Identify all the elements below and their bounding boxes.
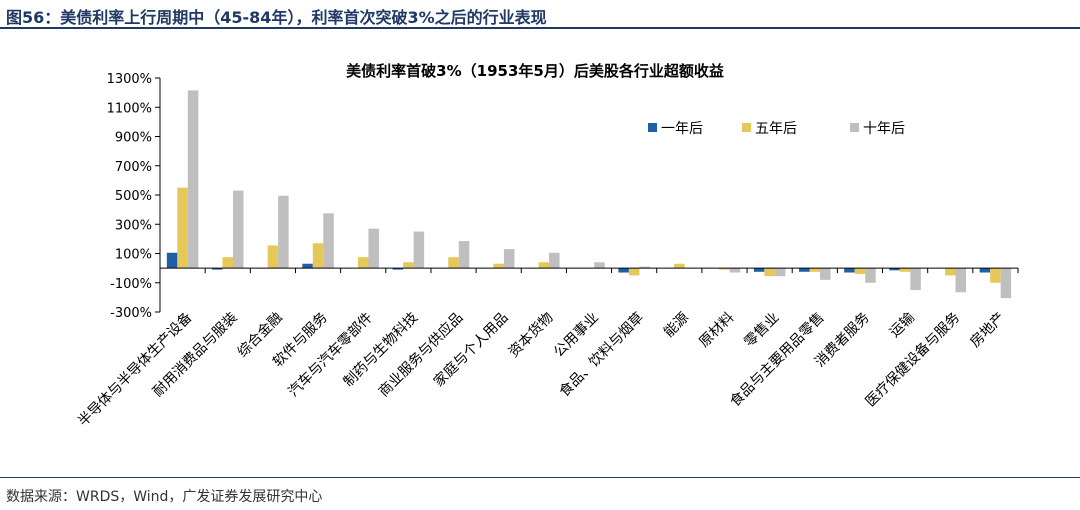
bar-one-year xyxy=(302,263,313,269)
x-axis: 半导体与半导体生产设备耐用消费品与服装综合金融软件与服务汽车与汽车零部件制药与生… xyxy=(74,267,1019,430)
y-tick-label: 1300% xyxy=(107,72,152,87)
bar-ten-year xyxy=(955,268,967,293)
bar-one-year xyxy=(392,268,404,270)
bar-ten-year xyxy=(232,190,244,269)
bar-ten-year xyxy=(278,195,289,269)
bar-one-year xyxy=(799,268,810,272)
chart-title: 美债利率首破3%（1953年5月）后美股各行业超额收益 xyxy=(346,62,724,80)
bar-five-year xyxy=(674,263,685,269)
category-label: 汽车与汽车零部件 xyxy=(285,309,376,400)
category-label: 能源 xyxy=(661,310,692,341)
bar-ten-year xyxy=(187,90,199,269)
category-label: 原材料 xyxy=(696,310,737,351)
bar-ten-year xyxy=(594,262,605,269)
category-label: 耐用消费品与服装 xyxy=(150,310,241,401)
y-tick-label: -300% xyxy=(110,306,152,321)
bar-five-year xyxy=(222,257,233,269)
figure-header: 图56：美债利率上行周期中（45-84年），利率首次突破3%之后的行业表现 xyxy=(0,0,1080,30)
top-rule xyxy=(0,27,1080,29)
bar-one-year xyxy=(618,268,629,273)
bottom-rule xyxy=(0,477,1080,478)
y-tick-label: 100% xyxy=(115,248,152,263)
y-tick-label: -100% xyxy=(110,277,152,292)
bar-ten-year xyxy=(639,266,650,269)
legend: 一年后 五年后 十年后 xyxy=(648,121,905,137)
bar-five-year xyxy=(628,268,640,276)
bar-one-year xyxy=(166,252,178,269)
bar-ten-year xyxy=(774,268,786,277)
y-axis: 1300% 1100% 900% 700% 500% 300% 100% -100% -300% xyxy=(107,72,161,321)
bar-five-year xyxy=(312,243,324,269)
y-tick-label: 1100% xyxy=(107,101,152,116)
bar-five-year xyxy=(357,257,369,269)
bar-five-year xyxy=(719,268,730,270)
bar-five-year xyxy=(854,268,866,274)
bar-ten-year xyxy=(368,228,379,269)
category-label: 食品、饮料与烟草 xyxy=(556,309,647,400)
legend-label: 一年后 xyxy=(661,121,703,137)
bars xyxy=(166,90,1012,299)
bar-five-year xyxy=(764,268,775,277)
bar-five-year xyxy=(267,245,279,269)
y-tick-label: 500% xyxy=(115,189,152,204)
bar-ten-year xyxy=(729,268,741,273)
bar-ten-year xyxy=(413,231,425,269)
category-label: 零售业 xyxy=(741,310,782,351)
bar-one-year xyxy=(979,268,991,273)
y-tick-label: 300% xyxy=(115,218,152,233)
bar-five-year xyxy=(493,263,504,269)
bar-five-year xyxy=(945,268,956,276)
figure-title: 图56：美债利率上行周期中（45-84年），利率首次突破3%之后的行业表现 xyxy=(6,8,547,27)
bar-five-year xyxy=(899,268,911,272)
legend-label: 五年后 xyxy=(755,121,797,137)
legend-label: 十年后 xyxy=(863,121,905,137)
bar-one-year xyxy=(889,268,900,271)
bar-ten-year xyxy=(503,249,515,269)
bar-ten-year xyxy=(1000,268,1012,299)
category-label: 商业服务与供应品 xyxy=(375,309,466,400)
bar-one-year xyxy=(753,268,765,272)
bar-ten-year xyxy=(323,213,334,269)
legend-swatch xyxy=(850,123,859,132)
bar-five-year xyxy=(177,187,188,269)
bar-ten-year xyxy=(549,252,560,269)
category-label: 房地产 xyxy=(967,310,1008,351)
bar-ten-year xyxy=(458,241,470,269)
y-tick-label: 900% xyxy=(115,131,152,146)
legend-swatch xyxy=(742,123,751,132)
bar-five-year xyxy=(403,262,414,269)
y-tick-label: 700% xyxy=(115,160,152,175)
bar-ten-year xyxy=(910,268,921,291)
bar-five-year xyxy=(809,268,821,272)
bar-five-year xyxy=(448,257,459,269)
bar-one-year xyxy=(211,268,223,270)
bar-five-year xyxy=(538,262,550,269)
bar-chart: 美债利率首破3%（1953年5月）后美股各行业超额收益 1300% 1100% 90… xyxy=(74,62,1019,430)
bar-ten-year xyxy=(820,268,831,280)
category-label: 运输 xyxy=(887,310,918,341)
bar-ten-year xyxy=(865,268,876,283)
bar-five-year xyxy=(990,268,1001,283)
legend-swatch xyxy=(648,123,657,132)
figure-source: 数据来源：WRDS，Wind，广发证券发展研究中心 xyxy=(6,489,323,505)
bar-one-year xyxy=(844,268,855,273)
category-label: 资本货物 xyxy=(505,309,557,361)
